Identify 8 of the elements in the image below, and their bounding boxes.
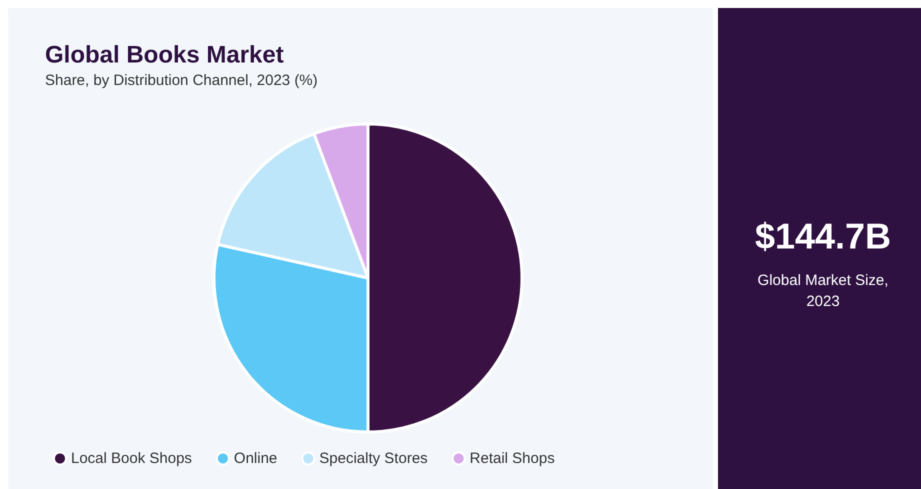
- text: $144.7B: [754, 216, 892, 256]
- chart-title: Global Books Market: [45, 42, 284, 68]
- chart-subtitle: Share, by Distribution Channel, 2023 (%): [45, 72, 318, 89]
- text: Global Market Size, 2023: [758, 272, 888, 310]
- legend-label: Local Book Shops: [71, 450, 192, 467]
- legend-label: Online: [234, 450, 278, 467]
- legend-label: Retail Shops: [470, 450, 555, 467]
- legend-label: Specialty Stores: [319, 450, 428, 467]
